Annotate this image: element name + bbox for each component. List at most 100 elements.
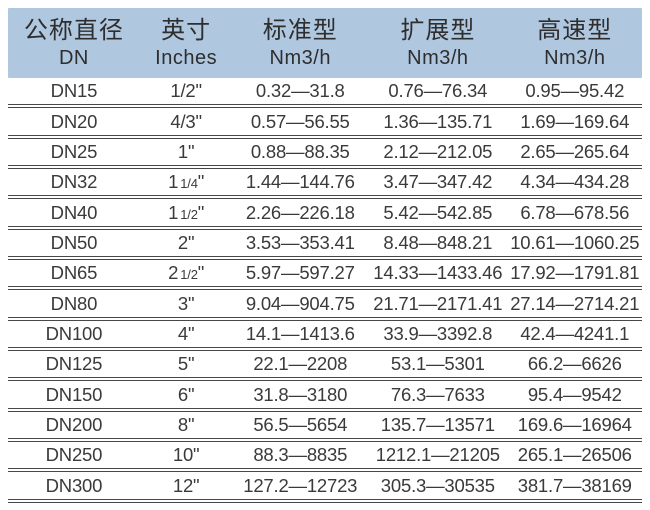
column-subtitle: DN: [58, 46, 89, 69]
cell-inches: 1": [140, 141, 233, 163]
inches-value: 8: [177, 413, 188, 435]
cell-extended-range: 2.12—212.05: [383, 140, 493, 162]
cell-extended-range: 14.33—1433.46: [373, 262, 503, 284]
cell-extended-range: 33.9—3392.8: [383, 322, 493, 344]
cell-extended-range: 305.3—30535: [380, 474, 495, 496]
inch-mark: ": [188, 140, 195, 162]
cell-standard-range: 9.04—904.75: [245, 292, 355, 314]
inches-value: 10: [172, 444, 194, 466]
cell-inches: 8": [140, 414, 233, 436]
cell-inches: 10": [140, 444, 233, 466]
cell-standard-range: 31.8—3180: [253, 383, 348, 405]
table-row: DN100 4" 14.1—1413.6 33.9—3392.8 42.4—4241.1: [8, 321, 642, 352]
cell-standard-range: 2.26—226.18: [245, 201, 355, 223]
cell-high-speed-range: 27.14—2714.21: [510, 292, 640, 314]
cell-extended-range: 135.7—13571: [380, 413, 495, 435]
column-subtitle: Nm3/h: [407, 46, 469, 69]
table-row: DN15 1/2" 0.32—31.8 0.76—76.34 0.95—95.42: [8, 78, 642, 109]
table-row: DN50 2" 3.53—353.41 8.48—848.21 10.61—1060.2…: [8, 230, 642, 261]
cell-standard-range: 127.2—12723: [243, 474, 358, 496]
inches-value: 1/2: [170, 80, 196, 102]
inch-mark: ": [195, 80, 203, 102]
cell-inches: 1 1/2": [140, 202, 233, 224]
inches-value: 5: [177, 353, 188, 375]
inch-mark: ": [188, 413, 195, 435]
cell-standard-range: 3.53—353.41: [245, 231, 355, 253]
cell-extended-range: 21.71—2171.41: [373, 292, 503, 314]
cell-dn: DN200: [45, 413, 103, 435]
cell-extended-range: 0.76—76.34: [388, 80, 488, 102]
cell-inches: 4": [140, 323, 233, 345]
cell-dn: DN20: [50, 110, 98, 132]
cell-high-speed-range: 6.78—678.56: [520, 201, 630, 223]
cell-dn: DN80: [50, 292, 98, 314]
column-header-extended: 扩展型 Nm3/h: [368, 16, 507, 71]
cell-extended-range: 53.1—5301: [390, 353, 485, 375]
inch-mark: ": [195, 110, 203, 132]
column-title: 扩展型: [400, 16, 476, 44]
inch-mark: ": [193, 444, 200, 466]
inch-mark: ": [188, 383, 195, 405]
inch-mark: ": [197, 262, 205, 284]
cell-standard-range: 0.32—31.8: [255, 80, 345, 102]
cell-dn: DN150: [45, 383, 103, 405]
inches-value: 12: [172, 474, 194, 496]
cell-dn: DN250: [45, 444, 103, 466]
cell-high-speed-range: 2.65—265.64: [520, 140, 630, 162]
inches-value: 2: [177, 231, 188, 253]
cell-dn: DN25: [50, 140, 98, 162]
inch-mark: ": [188, 292, 195, 314]
table-row: DN65 2 1/2" 5.97—597.27 14.33—1433.46 17.92—1…: [8, 260, 642, 291]
table-header-row: 公称直径 DN 英寸 Inches 标准型 Nm3/h 扩展型 Nm3/h 高速…: [8, 8, 642, 78]
inches-value: 1: [168, 201, 179, 223]
column-header-standard: 标准型 Nm3/h: [232, 16, 368, 71]
inches-value: 2: [168, 262, 179, 284]
cell-extended-range: 76.3—7633: [390, 383, 485, 405]
table-row: DN250 10" 88.3—8835 1212.1—21205 265.1—26506: [8, 442, 642, 473]
cell-standard-range: 1.44—144.76: [245, 171, 355, 193]
inch-mark: ": [188, 353, 195, 375]
flow-capacity-table: 公称直径 DN 英寸 Inches 标准型 Nm3/h 扩展型 Nm3/h 高速…: [8, 8, 642, 503]
inch-mark: ": [197, 201, 205, 223]
cell-inches: 6": [140, 384, 233, 406]
cell-high-speed-range: 265.1—26506: [517, 444, 632, 466]
cell-standard-range: 88.3—8835: [253, 444, 348, 466]
cell-high-speed-range: 381.7—38169: [517, 474, 632, 496]
inches-value: 6: [177, 383, 188, 405]
cell-dn: DN32: [50, 171, 98, 193]
column-title: 标准型: [262, 16, 338, 44]
inches-value: 4: [177, 322, 188, 344]
cell-inches: 1 1/4": [140, 171, 233, 193]
column-subtitle: Nm3/h: [269, 46, 331, 69]
cell-dn: DN15: [50, 80, 98, 102]
cell-standard-range: 14.1—1413.6: [245, 322, 355, 344]
cell-extended-range: 1212.1—21205: [375, 444, 500, 466]
cell-high-speed-range: 66.2—6626: [527, 353, 622, 375]
cell-standard-range: 0.88—88.35: [250, 140, 350, 162]
cell-high-speed-range: 4.34—434.28: [520, 171, 630, 193]
inch-mark: ": [197, 171, 205, 193]
cell-inches: 2": [140, 232, 233, 254]
cell-inches: 3": [140, 293, 233, 315]
cell-dn: DN40: [50, 201, 98, 223]
inches-value: 1: [177, 140, 188, 162]
cell-dn: DN50: [50, 231, 98, 253]
inches-fraction: 1/4: [180, 176, 198, 192]
table-row: DN25 1" 0.88—88.35 2.12—212.05 2.65—265.64: [8, 139, 642, 170]
cell-inches: 4/3": [140, 111, 233, 133]
inch-mark: ": [193, 474, 200, 496]
cell-extended-range: 3.47—347.42: [383, 171, 493, 193]
inches-fraction: 1/2: [180, 206, 198, 222]
cell-standard-range: 5.97—597.27: [245, 262, 355, 284]
cell-dn: DN100: [45, 322, 103, 344]
cell-high-speed-range: 10.61—1060.25: [510, 231, 640, 253]
cell-dn: DN65: [50, 262, 98, 284]
cell-inches: 1/2": [140, 80, 233, 102]
cell-high-speed-range: 0.95—95.42: [525, 80, 625, 102]
inches-value: 1: [168, 171, 179, 193]
cell-inches: 5": [140, 353, 233, 375]
column-subtitle: Inches: [155, 46, 218, 69]
cell-inches: 2 1/2": [140, 262, 233, 284]
column-title: 公称直径: [23, 16, 124, 44]
cell-high-speed-range: 17.92—1791.81: [510, 262, 640, 284]
